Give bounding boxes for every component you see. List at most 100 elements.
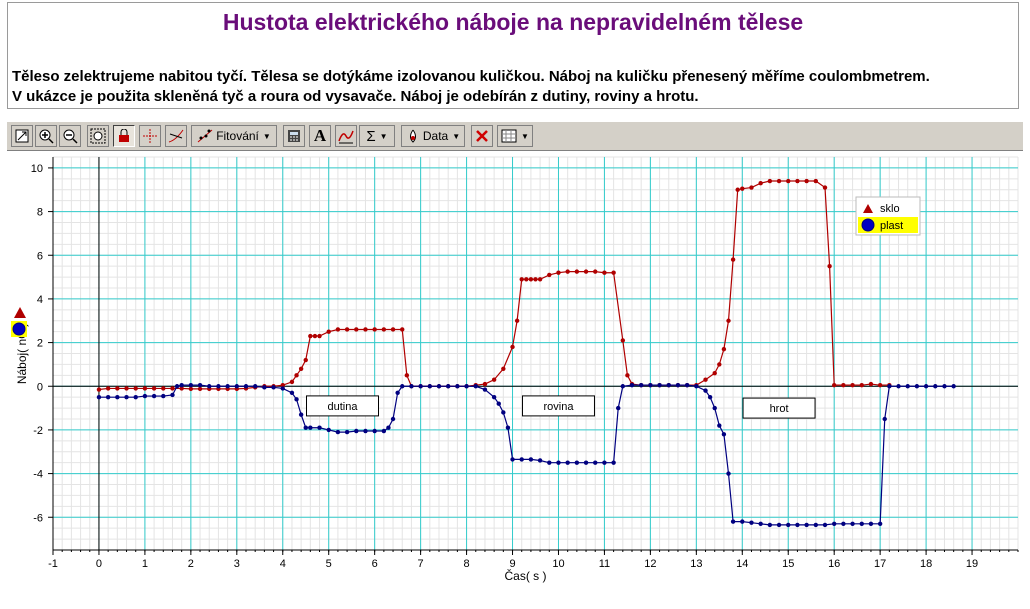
data-point-sklo [124, 386, 129, 391]
data-point-sklo [859, 382, 864, 388]
data-point-sklo [381, 327, 387, 332]
data-point-plast [813, 522, 819, 528]
data-point-sklo [133, 386, 138, 391]
data-point-plast [303, 425, 308, 430]
data-point-sklo [703, 377, 708, 382]
annotation-box [521, 395, 595, 417]
data-point-sklo [547, 272, 552, 278]
data-point-plast [877, 521, 883, 526]
x-tick-label: 18 [920, 558, 932, 570]
data-icon [409, 129, 416, 143]
data-point-plast [455, 384, 460, 389]
data-point-sklo [151, 386, 157, 391]
data-point-plast [850, 521, 855, 526]
data-point-plast [657, 382, 662, 388]
annotation-label: hrot [770, 403, 789, 415]
x-tick-label: -1 [48, 558, 58, 570]
data-point-sklo [519, 277, 524, 282]
data-point-sklo [593, 269, 598, 274]
data-point-sklo [565, 269, 570, 274]
data-point-plast [133, 394, 138, 400]
zoom-box-button[interactable] [87, 125, 109, 147]
tangent-icon [168, 129, 184, 143]
calculator-button[interactable] [283, 125, 305, 147]
data-point-plast [684, 382, 690, 388]
data-point-plast [730, 519, 736, 524]
y-tick-label: 4 [37, 294, 43, 306]
data-point-sklo [822, 185, 828, 190]
delete-button[interactable] [471, 125, 493, 147]
statistics-dropdown[interactable]: Σ ▼ [359, 125, 395, 147]
fit-label: Fitování [216, 129, 259, 143]
data-point-plast [188, 382, 194, 388]
data-point-plast [207, 384, 212, 389]
data-point-sklo [850, 382, 855, 388]
data-point-plast [717, 423, 722, 428]
data-point-sklo [795, 178, 800, 184]
model-button[interactable] [335, 125, 357, 147]
data-point-plast [262, 385, 267, 390]
data-point-plast [115, 394, 120, 400]
data-dropdown[interactable]: Data ▼ [401, 125, 465, 147]
sigma-icon: Σ [366, 127, 376, 145]
data-point-plast [354, 428, 359, 434]
data-point-sklo [344, 327, 350, 332]
data-point-plast [694, 384, 699, 389]
data-point-sklo [841, 382, 846, 388]
x-tick-label: 10 [552, 558, 564, 570]
data-point-plast [418, 384, 423, 389]
x-tick-label: 2 [188, 558, 194, 570]
data-point-plast [574, 460, 580, 465]
data-point-plast [372, 428, 377, 434]
fit-dropdown[interactable]: Fitování ▼ [191, 125, 277, 147]
data-point-sklo [404, 373, 410, 378]
data-point-sklo [372, 327, 377, 332]
data-point-plast [225, 384, 230, 389]
data-point-plast [234, 384, 240, 389]
data-point-plast [740, 519, 745, 524]
data-point-plast [859, 521, 864, 526]
series-line-plast [98, 384, 954, 526]
zoom-out-button[interactable] [59, 125, 81, 147]
zoom-in-button[interactable] [35, 125, 57, 147]
data-point-plast [335, 429, 341, 435]
data-point-plast [933, 384, 938, 389]
data-point-plast [923, 384, 929, 389]
autoscale-button[interactable] [11, 125, 33, 147]
data-point-plast [505, 425, 511, 430]
data-point-plast [390, 416, 396, 422]
annotation-label: rovina [543, 401, 574, 413]
data-point-plast [519, 457, 524, 462]
data-point-plast [776, 522, 782, 528]
chart[interactable]: -1 0 1 2 3 4 5 6 7 8 9 10 11 12 13 14 15 16 17 18 19-6-4-202… [0, 152, 1030, 604]
data-point-sklo [482, 381, 488, 387]
legend-sklo-marker [863, 204, 873, 213]
close-icon [476, 130, 488, 142]
legend-label-plast: plast [880, 220, 903, 232]
zoom-out-icon [63, 129, 78, 144]
data-point-sklo [556, 270, 561, 275]
x-tick-label: 1 [142, 558, 148, 570]
data-point-sklo [602, 270, 607, 275]
examine-icon [143, 129, 157, 143]
x-tick-label: 12 [644, 558, 656, 570]
page-title: Hustota elektrického náboje na nepravide… [222, 9, 804, 35]
data-point-plast [786, 522, 791, 528]
tangent-button[interactable] [165, 125, 187, 147]
data-point-sklo [712, 370, 717, 376]
data-point-plast [896, 384, 901, 389]
plot-area: -1 0 1 2 3 4 5 6 7 8 9 10 11 12 13 14 15 16 17 18 19 -6 -4 -2 0 2… [0, 152, 1030, 604]
lock-button[interactable] [113, 125, 135, 147]
data-point-plast [616, 405, 621, 411]
graph-options-dropdown[interactable]: ▼ [497, 125, 533, 147]
examine-button[interactable] [139, 125, 161, 147]
text-button[interactable]: A [309, 125, 331, 147]
data-point-plast [243, 384, 249, 389]
y-tick-label: 2 [37, 338, 43, 350]
chevron-down-icon: ▼ [452, 131, 461, 141]
x-tick-label: 3 [234, 558, 240, 570]
data-point-sklo [161, 386, 166, 391]
data-point-plast [317, 425, 322, 430]
data-point-plast [675, 382, 681, 388]
y-tick-label: 0 [37, 381, 43, 393]
